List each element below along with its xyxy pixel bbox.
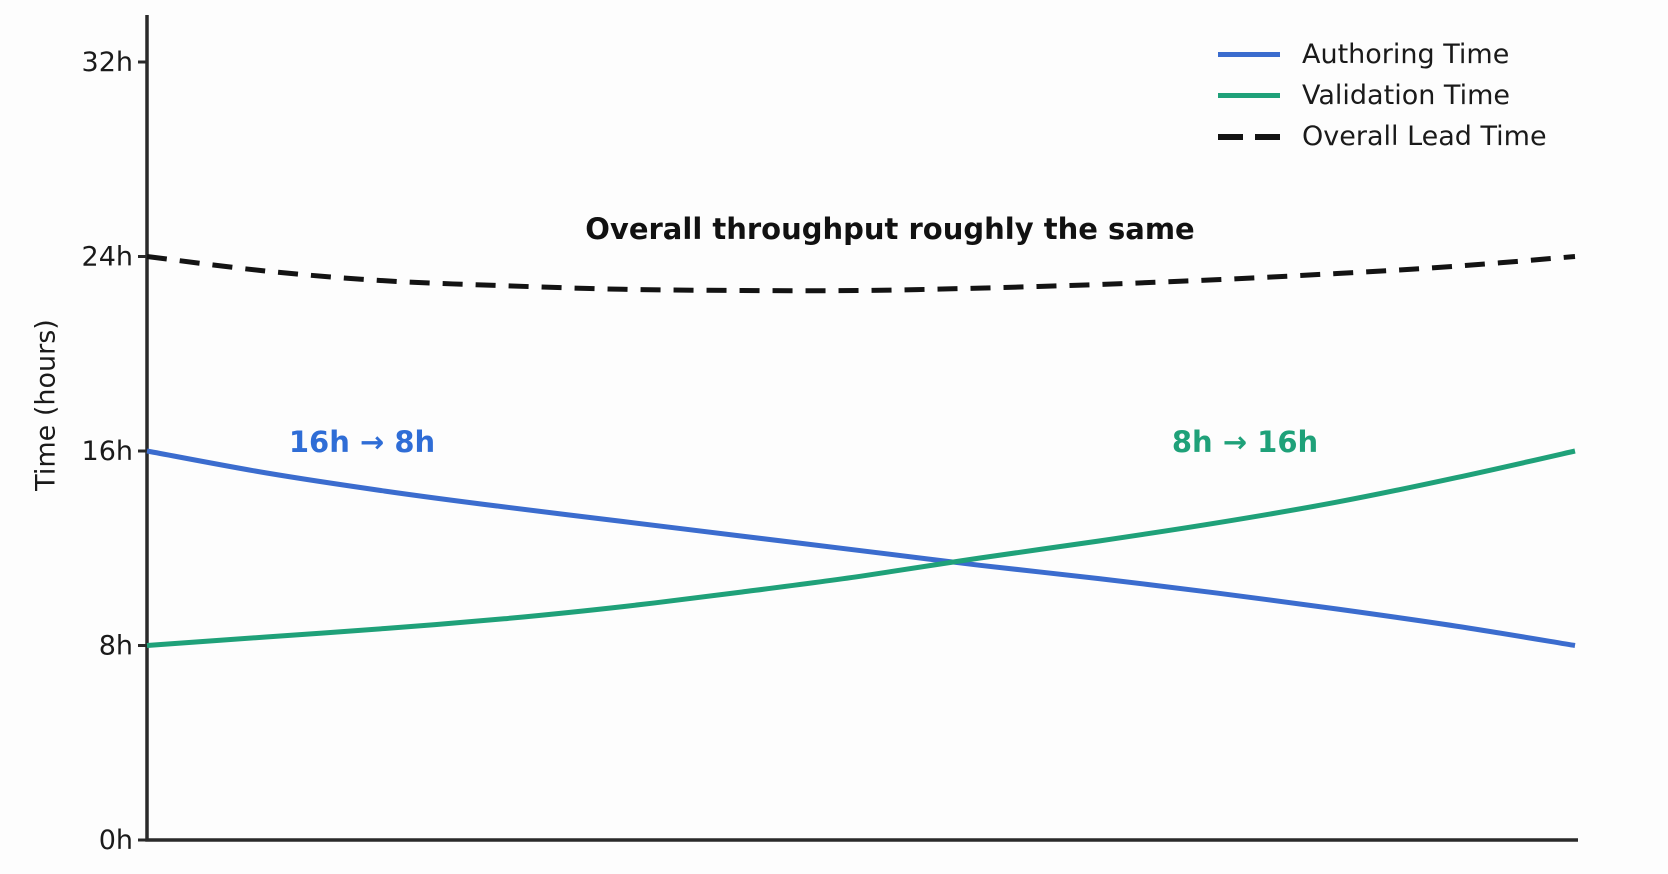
series-line-validation-time [146,448,1576,648]
series-line-authoring-time [146,448,1576,648]
annotation-validation-8h-to-16h: 8h → 16h [1171,425,1319,459]
legend-item-authoring-time: Authoring Time [1218,34,1547,75]
legend-item-validation-time: Validation Time [1218,75,1547,116]
legend-swatch-validation-line [1218,93,1280,98]
annotation-overall-throughput: Overall throughput roughly the same [585,212,1195,246]
legend-swatch-authoring-line [1218,52,1280,57]
legend: Authoring Time Validation Time Overall L… [1218,34,1547,157]
y-tick-label: 32h [82,47,133,78]
annotation-authoring-16h-to-8h: 16h → 8h [288,425,436,459]
y-tick-label: 16h [82,436,133,467]
legend-label-validation-time: Validation Time [1302,80,1510,111]
y-tick-label: 0h [99,825,133,856]
y-tick-label: 8h [99,631,133,662]
legend-swatch-dashed-line [1218,133,1280,140]
y-tick-label: 24h [82,242,133,273]
legend-label-authoring-time: Authoring Time [1302,39,1510,70]
legend-item-overall-lead-time: Overall Lead Time [1218,116,1547,157]
series-line-overall-lead-time [146,254,1576,294]
legend-label-overall-lead-time: Overall Lead Time [1302,121,1547,152]
y-axis-title: Time (hours) [30,319,62,491]
